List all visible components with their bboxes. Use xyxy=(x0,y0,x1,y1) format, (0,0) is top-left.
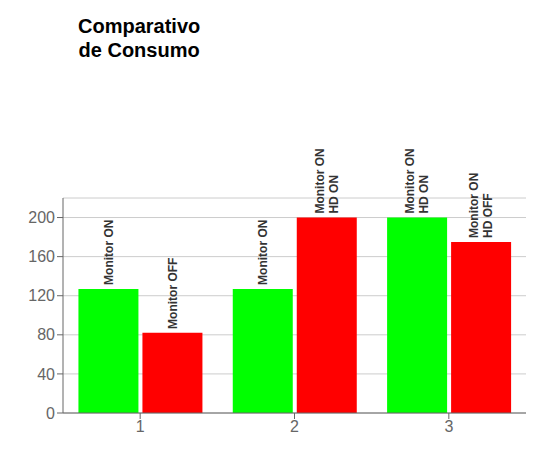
svg-text:1: 1 xyxy=(136,418,145,435)
svg-text:Monitor ONHD ON: Monitor ONHD ON xyxy=(313,148,341,213)
svg-text:2: 2 xyxy=(290,418,299,435)
svg-text:80: 80 xyxy=(37,326,55,343)
svg-text:Monitor ON: Monitor ON xyxy=(256,220,270,285)
svg-text:120: 120 xyxy=(28,287,55,304)
svg-text:Monitor ONHD OFF: Monitor ONHD OFF xyxy=(467,173,495,238)
svg-text:0: 0 xyxy=(46,405,55,422)
svg-text:Monitor ON: Monitor ON xyxy=(102,220,116,285)
svg-text:160: 160 xyxy=(28,248,55,265)
svg-text:200: 200 xyxy=(28,209,55,226)
html-text:Comparativo de Consumo: Comparativo de Consumo xyxy=(78,15,201,61)
svg-text:3: 3 xyxy=(444,418,453,435)
svg-text:Monitor ONHD ON: Monitor ONHD ON xyxy=(403,148,431,213)
svg-text:Monitor OFF: Monitor OFF xyxy=(166,258,180,329)
svg-text:40: 40 xyxy=(37,366,55,383)
